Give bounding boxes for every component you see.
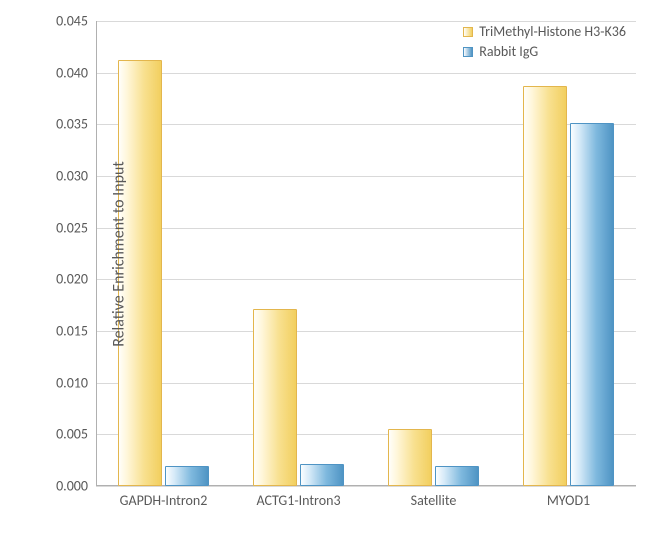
legend-label: Rabbit IgG xyxy=(479,43,538,60)
y-tick-label: 0.015 xyxy=(56,323,96,340)
legend-label: TriMethyl-Histone H3-K36 xyxy=(479,23,626,40)
y-axis-label: Relative Enrichment to Input xyxy=(109,161,128,347)
legend-swatch xyxy=(463,47,473,57)
legend-swatch xyxy=(463,27,473,37)
y-tick-label: 0.020 xyxy=(56,271,96,288)
y-tick-label: 0.040 xyxy=(56,64,96,81)
legend-item: TriMethyl-Histone H3-K36 xyxy=(463,23,626,40)
bar-series-b xyxy=(435,466,480,486)
y-tick-label: 0.005 xyxy=(56,426,96,443)
x-tick-label: MYOD1 xyxy=(547,486,590,509)
y-tick-label: 0.010 xyxy=(56,374,96,391)
y-tick-label: 0.030 xyxy=(56,168,96,185)
bar-series-b xyxy=(165,466,210,486)
bar-series-a xyxy=(388,429,433,486)
y-tick-label: 0.000 xyxy=(56,478,96,495)
legend: TriMethyl-Histone H3-K36 Rabbit IgG xyxy=(463,23,626,63)
y-tick-label: 0.025 xyxy=(56,219,96,236)
gridline xyxy=(96,73,636,74)
bar-series-a xyxy=(253,309,298,486)
bar-series-b xyxy=(300,464,345,486)
gridline xyxy=(96,21,636,22)
y-axis-line xyxy=(96,21,97,486)
x-tick-label: Satellite xyxy=(411,486,457,509)
bar-series-a xyxy=(523,86,568,486)
plot-area: 0.0000.0050.0100.0150.0200.0250.0300.035… xyxy=(96,21,636,486)
y-tick-label: 0.045 xyxy=(56,13,96,30)
bar-series-b xyxy=(570,123,615,486)
x-tick-label: GAPDH-Intron2 xyxy=(120,486,208,509)
chart-container: 0.000 0.005 0.010 0.015 0.020 0.025 0.030 0.035… xyxy=(0,0,650,534)
legend-item: Rabbit IgG xyxy=(463,43,626,60)
x-tick-label: ACTG1-Intron3 xyxy=(256,486,340,509)
y-tick-label: 0.035 xyxy=(56,116,96,133)
